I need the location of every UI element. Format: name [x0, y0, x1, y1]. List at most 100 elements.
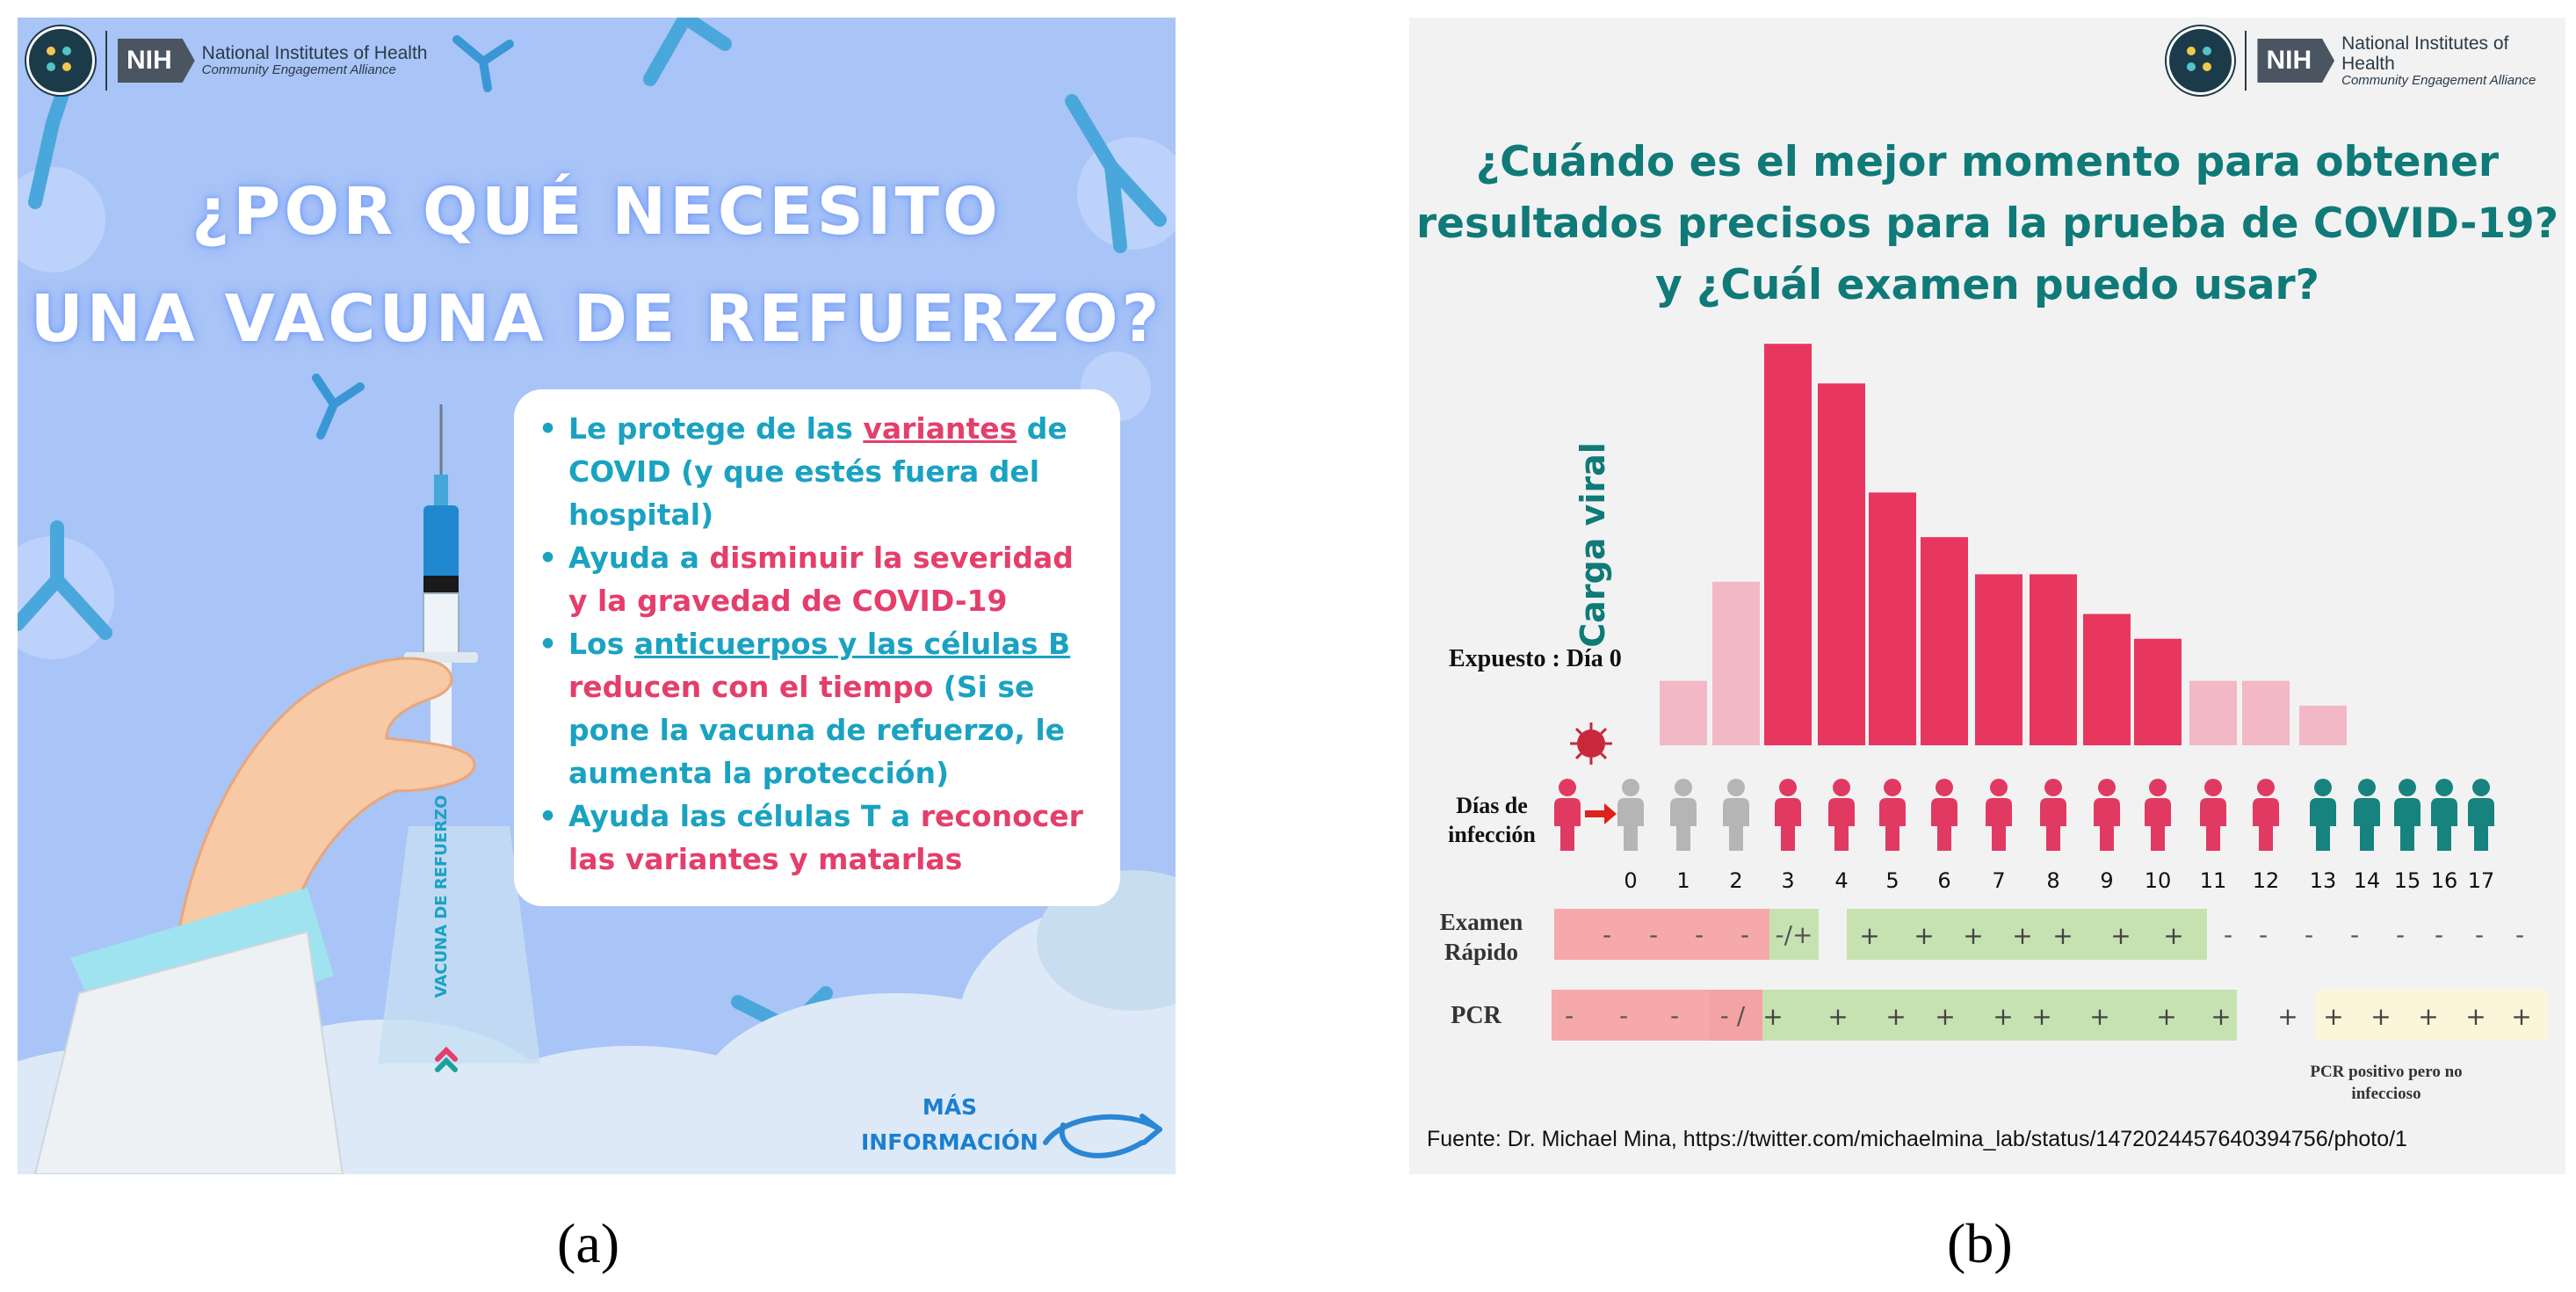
day-tick-label: 10: [2145, 868, 2172, 893]
nih-line2: Community Engagement Alliance: [2341, 72, 2536, 88]
viral-load-bar: [1869, 492, 1916, 745]
arrow-right-icon: [1585, 803, 1617, 824]
more-info-arrow-icon[interactable]: [1043, 1114, 1162, 1158]
more-info-line1[interactable]: MÁS: [922, 1094, 978, 1120]
viral-load-bar: [1660, 680, 1707, 745]
pcr-mark: +: [1762, 1002, 1783, 1031]
person-icon: [1879, 798, 1906, 851]
syringe-trail: [378, 826, 540, 1063]
day-tick-label: 2: [1729, 868, 1742, 893]
person-icon: [2354, 798, 2380, 851]
booster-infographic-panel: VACUNA DE REFUERZO NIH National Institut…: [18, 18, 1176, 1174]
pcr-note-line2: infeccioso: [2351, 1085, 2420, 1103]
rapid-mark: -: [2259, 920, 2268, 949]
person-icon-head: [1675, 779, 1692, 796]
more-info-line2[interactable]: INFORMACIÓN: [861, 1129, 1038, 1155]
rapid-mark: +: [1859, 921, 1879, 950]
day-tick-label: 12: [2253, 868, 2280, 893]
person-icon-head: [2257, 779, 2275, 796]
person-icon: [1775, 798, 1801, 851]
day-tick-label: 11: [2200, 868, 2227, 893]
benefit-item: Ayuda las células T a reconocer las vari…: [539, 795, 1099, 881]
person-icon-head: [2044, 779, 2062, 796]
panel-b-title-line1: ¿Cuándo es el mejor momento para obtener: [1475, 138, 2500, 186]
person-icon-head: [1779, 779, 1797, 796]
antibody-decorations: VACUNA DE REFUERZO: [18, 18, 1176, 1174]
viral-load-bar: [1975, 574, 2022, 745]
nih-ceal-logo: NIH National Institutes of Health Commun…: [2167, 26, 2565, 95]
viral-load-bar: [2189, 680, 2237, 745]
person-icon-head: [2435, 779, 2453, 796]
pcr-negative-zone: [1552, 990, 1710, 1041]
benefit-item: Le protege de las variantes de COVID (y …: [539, 407, 1099, 536]
pcr-mark: +: [2511, 1002, 2531, 1031]
person-icon-head: [2204, 779, 2222, 796]
person-icon-head: [1622, 779, 1639, 796]
rapid-mark: +: [2012, 921, 2032, 950]
rapid-mark: +: [2163, 921, 2183, 950]
person-icon-head: [2149, 779, 2167, 796]
person-icon: [2145, 798, 2171, 851]
viral-load-bar: [1921, 537, 1968, 745]
pcr-mark: +: [2156, 1002, 2176, 1031]
viral-load-bar: [1764, 344, 1812, 745]
rapid-test-label-line1: Examen: [1440, 909, 1523, 935]
virus-spike: [1600, 727, 1608, 735]
pcr-mixed-zone: [1710, 990, 1762, 1041]
nih-ceal-logo: NIH National Institutes of Health Commun…: [26, 26, 427, 95]
rapid-mark: -: [2350, 920, 2359, 949]
rapid-mark: +: [1914, 921, 1934, 950]
pcr-mark: +: [1885, 1002, 1906, 1031]
chevron-up-icon: [435, 1046, 458, 1072]
day-tick-label: 16: [2431, 868, 2458, 893]
day-tick-label: 0: [1624, 868, 1637, 893]
pcr-label: PCR: [1451, 1002, 1501, 1029]
viral-load-bar: [2134, 638, 2182, 745]
rapid-mixed-mark: -/+: [1776, 920, 1813, 949]
viral-load-bar: [1712, 581, 1760, 745]
pcr-mark: +: [2089, 1002, 2109, 1031]
day-tick-label: 5: [1885, 868, 1899, 893]
person-icon-head: [1833, 779, 1850, 796]
rapid-mark: -: [2224, 920, 2232, 949]
person-icon-head: [1884, 779, 1901, 796]
virus-spike: [1574, 752, 1582, 760]
nih-line1: National Institutes of Health: [201, 43, 428, 64]
pcr-mark: +: [2370, 1002, 2391, 1031]
day-tick-label: 17: [2468, 868, 2495, 893]
rapid-mark: -: [2396, 920, 2405, 949]
person-icon-head: [1990, 779, 2008, 796]
pcr-mark: -: [1565, 1001, 1574, 1030]
pcr-note-line1: PCR positivo pero no: [2310, 1063, 2462, 1081]
person-icon: [2468, 798, 2494, 851]
person-icon: [2310, 798, 2336, 851]
pcr-mark: +: [2323, 1002, 2343, 1031]
panel-b-title-line2: resultados precisos para la prueba de CO…: [1415, 200, 2558, 248]
pcr-noninfectious-zone: [2316, 990, 2548, 1041]
days-label-line1: Días de: [1456, 793, 1528, 818]
pcr-mark: +: [1935, 1002, 1955, 1031]
day-tick-label: 9: [2100, 868, 2113, 893]
pcr-mark: +: [2277, 1002, 2297, 1031]
person-icon: [1670, 798, 1697, 851]
rapid-negative-zone: [1554, 909, 1769, 960]
pcr-mark: +: [2418, 1002, 2438, 1031]
caption-a: (a): [557, 1212, 620, 1274]
rapid-mark: +: [1963, 921, 1983, 950]
person-icon: [2431, 798, 2457, 851]
rapid-mixed-zone: [1769, 909, 1819, 960]
y-axis-label: Carga viral: [1574, 442, 1612, 648]
days-label-line2: infección: [1448, 822, 1536, 847]
syringe-label: VACUNA DE REFUERZO: [432, 795, 451, 998]
rapid-mark: -: [1603, 920, 1611, 949]
pcr-mark: +: [2211, 1002, 2231, 1031]
day-tick-label: 3: [1781, 868, 1794, 893]
more-info-link[interactable]: MÁS INFORMACIÓN: [861, 1090, 1038, 1160]
pcr-mark: -: [1619, 1001, 1628, 1030]
benefit-item: Ayuda a disminuir la severidad y la grav…: [539, 536, 1099, 622]
pcr-mark: +: [2465, 1002, 2486, 1031]
day-tick-label: 6: [1937, 868, 1950, 893]
day-tick-label: 1: [1676, 868, 1690, 893]
pcr-mark: -: [1670, 1001, 1679, 1030]
exposed-day0-label: Expuesto : Día 0: [1449, 645, 1622, 672]
